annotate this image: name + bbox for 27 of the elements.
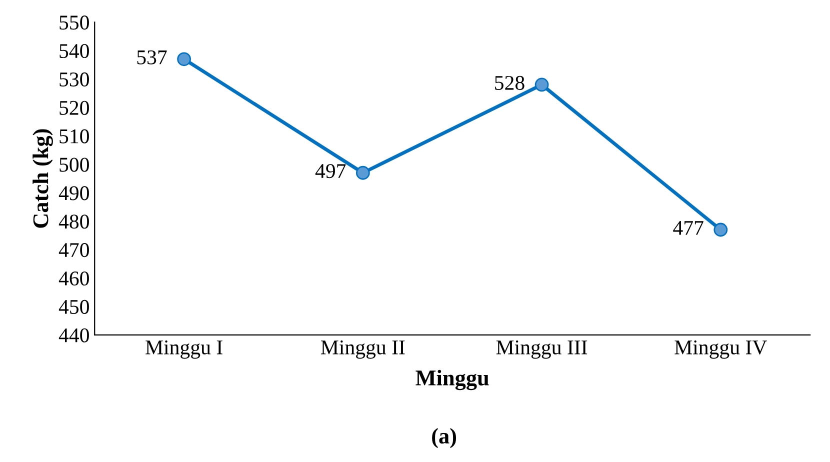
y-tick-label: 510 (60, 129, 89, 144)
data-label: 497 (315, 164, 346, 178)
y-tick-label: 520 (60, 100, 89, 115)
y-tick-label: 500 (60, 158, 89, 172)
data-label: 477 (673, 221, 704, 235)
y-tick-label: 550 (60, 16, 89, 30)
x-tick-label: Minggu IV (674, 340, 767, 359)
y-tick-label: 530 (60, 72, 89, 86)
point (714, 222, 728, 237)
y-tick-label: 440 (58, 328, 89, 342)
y-axis-title: Catch (kg) (32, 129, 53, 228)
x-tick-label: Minggu II (320, 340, 405, 359)
point (177, 52, 191, 66)
y-tick-label: 470 (58, 243, 89, 258)
y-tick-label: 460 (58, 271, 89, 286)
x-tick-label: Minggu III (496, 340, 588, 359)
text: (a) (432, 428, 456, 448)
x-axis-title: Minggu (416, 370, 489, 390)
point (356, 166, 370, 180)
y-tick-label: 450 (58, 300, 89, 314)
y-tick-label: 490 (58, 186, 89, 200)
x-tick-label: Minggu I (146, 340, 222, 359)
y-tick-label: 480 (58, 214, 89, 229)
data-label: 528 (495, 76, 524, 90)
data-label: 537 (137, 50, 167, 64)
point (534, 78, 549, 92)
y-tick-label: 540 (60, 44, 89, 58)
